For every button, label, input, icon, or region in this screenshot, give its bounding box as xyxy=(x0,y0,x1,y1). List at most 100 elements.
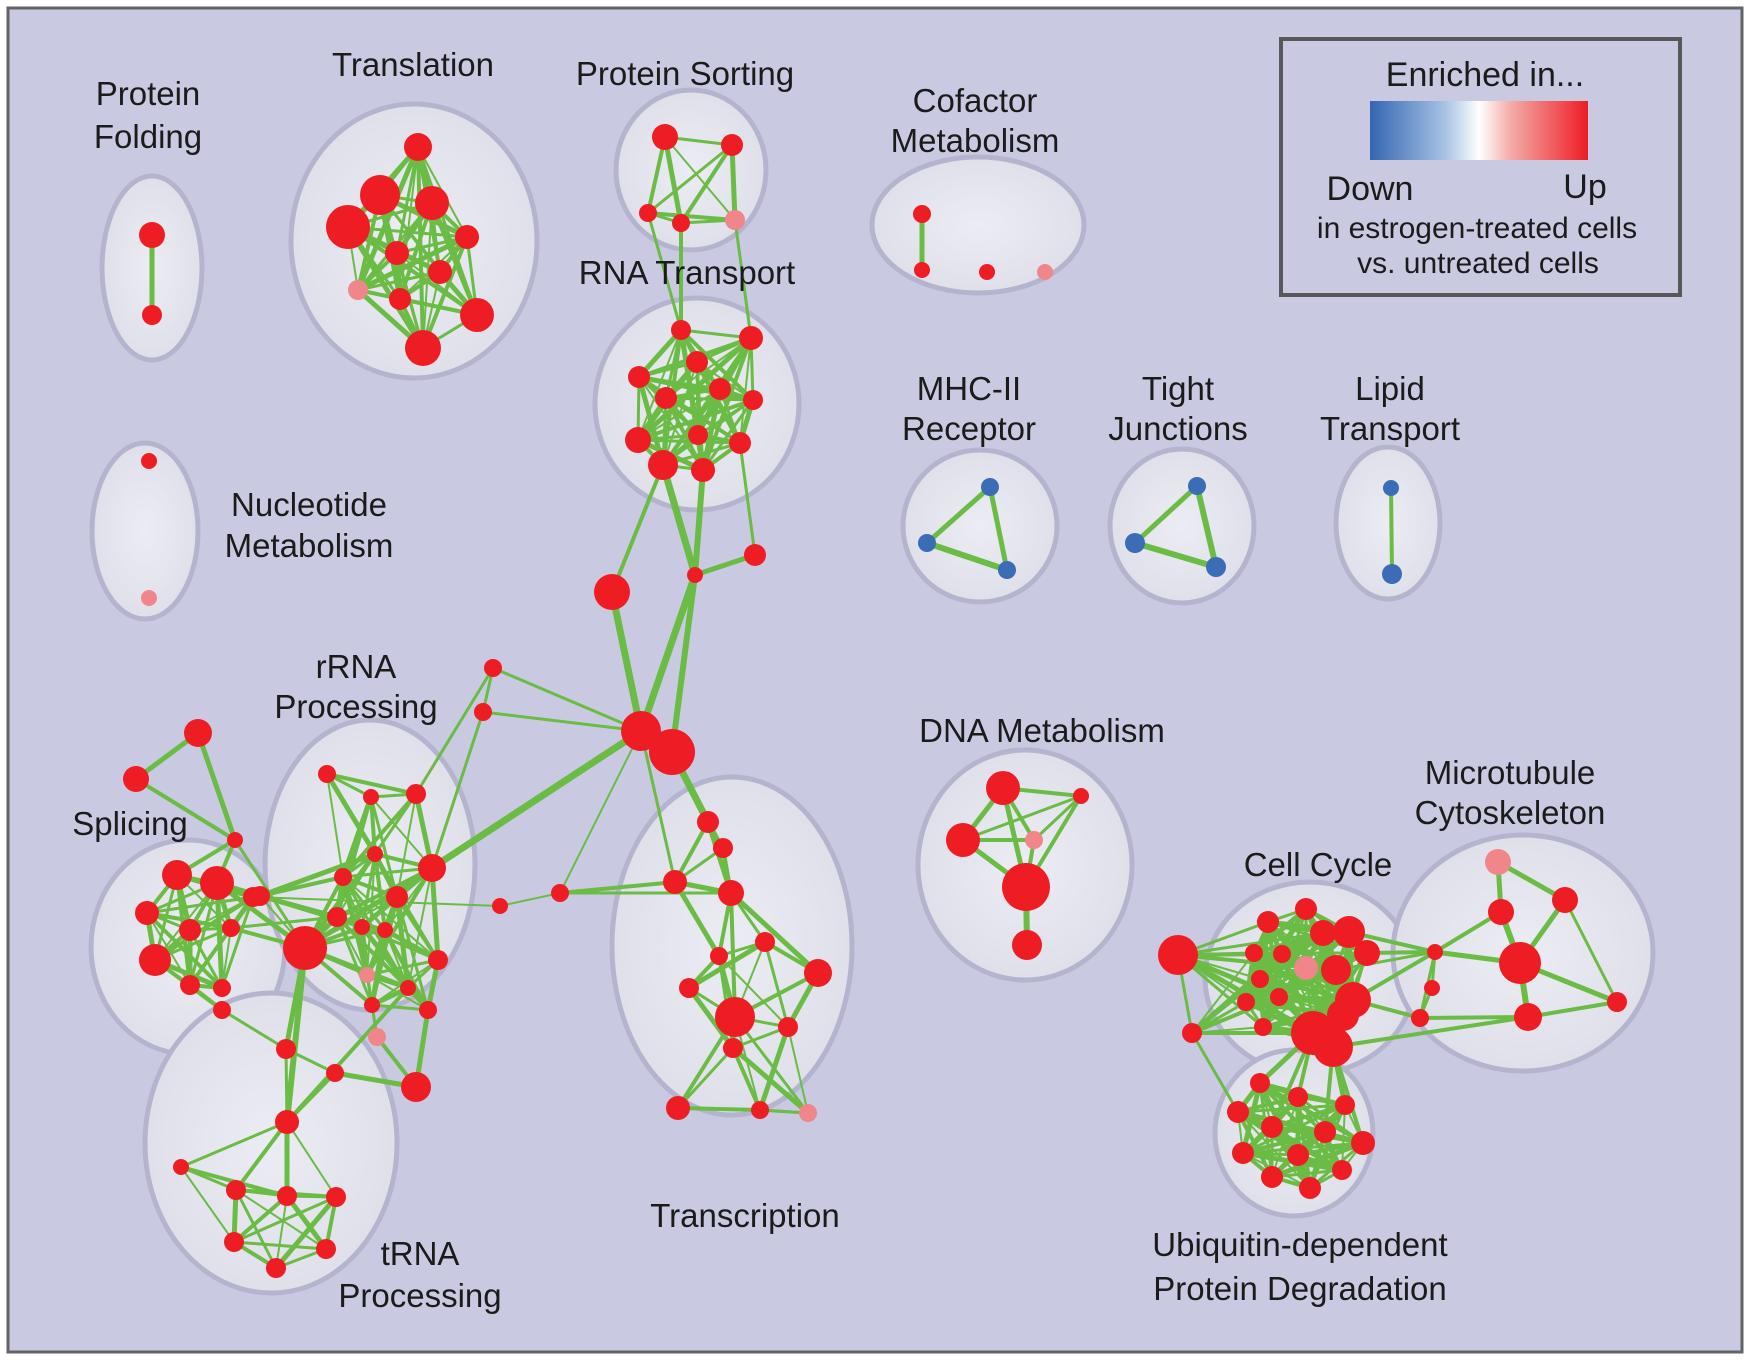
node-red-splicing xyxy=(179,919,201,941)
cluster-ellipses-layer xyxy=(88,87,1656,1296)
edge-transcription xyxy=(787,1026,809,1114)
edge-trna-processing xyxy=(234,1188,278,1270)
edge-rrna-processing xyxy=(325,772,418,796)
node-red-cell-cycle xyxy=(1254,1018,1272,1036)
node-red-ubiquitin-degradation xyxy=(1314,1121,1336,1143)
node-red-connectors xyxy=(227,832,243,848)
edge-rna-transport xyxy=(664,396,705,472)
edge-connectors xyxy=(491,666,643,733)
cluster-label-line: Translation xyxy=(332,46,494,83)
node-red-transcription xyxy=(723,1038,743,1058)
node-red-transcription xyxy=(778,1017,798,1037)
cluster-ellipse-lipid-transport xyxy=(1333,444,1443,602)
edge-transcription xyxy=(718,955,789,1028)
node-red-transcription xyxy=(713,838,733,858)
edge-cell-cycle xyxy=(1190,1000,1248,1035)
node-red-cell-cycle xyxy=(1327,999,1359,1031)
node-red-trna-processing xyxy=(224,1232,244,1252)
node-red-microtubule-cytoskeleton xyxy=(1499,942,1541,984)
node-red-splicing xyxy=(135,901,159,925)
edge-connectors xyxy=(195,730,238,843)
node-red-rrna-processing xyxy=(250,886,270,906)
edge-rna-transport xyxy=(739,337,752,444)
cluster-label-protein-folding: Protein Folding xyxy=(94,75,202,155)
node-red-rna-transport xyxy=(671,320,691,340)
edge-translation xyxy=(356,270,442,292)
node-red-rrna-processing xyxy=(334,868,352,886)
node-red-microtubule-cytoskeleton xyxy=(1488,899,1514,925)
node-red-ubiquitin-degradation xyxy=(1287,1144,1309,1166)
cluster-label-cofactor-metabolism: Cofactor Metabolism xyxy=(891,82,1060,159)
edge-trna-processing xyxy=(179,1120,289,1169)
node-red-rna-transport xyxy=(648,450,678,480)
edge-rrna-processing xyxy=(429,865,441,963)
legend-title: Enriched in... xyxy=(1386,56,1584,94)
node-red-connectors xyxy=(184,719,212,747)
cluster-label-line: Nucleotide xyxy=(231,486,387,523)
edge-splicing xyxy=(145,911,224,990)
node-red-trna-processing xyxy=(277,1186,297,1206)
edge-mhc-ii-receptor xyxy=(924,540,1010,573)
node-red-transcription xyxy=(804,959,832,987)
cluster-label-line: Splicing xyxy=(72,805,188,842)
node-blue-lipid-transport xyxy=(1382,564,1402,584)
edge-rna-transport xyxy=(636,438,742,445)
node-red-connectors xyxy=(492,898,508,914)
edge-bridge-connectors-transcription xyxy=(639,729,677,884)
edge-protein-sorting xyxy=(729,142,738,223)
edge-translation xyxy=(355,234,470,293)
node-red-cell-cycle xyxy=(1273,945,1291,963)
cluster-label-line: Cell Cycle xyxy=(1244,846,1393,883)
edge-rrna-processing xyxy=(335,915,374,1007)
edge-bridge-rna-transport-connectors xyxy=(610,463,665,594)
edge-translation xyxy=(429,200,480,318)
node-pink-transcription xyxy=(799,1104,817,1122)
node-red-cell-cycle xyxy=(1333,916,1365,948)
node-pink-microtubule-cytoskeleton xyxy=(1485,849,1511,875)
node-red-nucleotide-metabolism xyxy=(141,453,157,469)
node-red-trna-processing xyxy=(326,1064,344,1082)
node-red-protein-sorting xyxy=(639,204,657,222)
cluster-label-line: Junctions xyxy=(1108,410,1247,447)
edge-rrna-processing xyxy=(365,958,440,977)
edge-connectors xyxy=(608,588,645,735)
node-red-ubiquitin-degradation xyxy=(1261,1166,1283,1188)
edge-transcription xyxy=(730,1045,811,1116)
legend-box xyxy=(1279,37,1682,297)
node-red-microtubule-cytoskeleton xyxy=(1411,1009,1429,1027)
node-red-translation xyxy=(326,205,370,249)
node-red-translation xyxy=(385,241,409,265)
edge-splicing xyxy=(188,881,219,987)
edge-protein-sorting xyxy=(646,143,734,215)
node-red-transcription xyxy=(666,1096,690,1120)
node-red-rrna-processing xyxy=(327,907,347,927)
node-red-rrna-processing xyxy=(363,789,379,805)
node-red-rna-transport xyxy=(743,390,763,410)
node-red-translation xyxy=(460,298,494,332)
node-red-microtubule-cytoskeleton xyxy=(1607,992,1627,1012)
edge-tight-junctions xyxy=(1194,483,1219,570)
node-red-trna-processing xyxy=(226,1180,246,1200)
edge-rna-transport xyxy=(664,396,755,402)
node-red-transcription xyxy=(679,978,699,998)
cluster-label-microtubule-cytoskeleton: Microtubule Cytoskeleton xyxy=(1415,754,1606,831)
cluster-ellipse-cofactor-metabolism xyxy=(869,154,1087,296)
edge-rna-transport xyxy=(679,328,755,402)
node-red-connectors xyxy=(123,766,149,792)
edge-rrna-processing xyxy=(369,795,377,856)
node-red-rna-transport xyxy=(739,326,763,350)
edge-rrna-processing xyxy=(370,796,433,869)
edge-trna-processing xyxy=(232,1195,338,1244)
edge-transcription xyxy=(763,940,790,1029)
edge-trna-processing xyxy=(232,1240,328,1251)
edge-splicing xyxy=(188,928,224,990)
edge-protein-sorting xyxy=(646,211,737,222)
edge-dna-metabolism xyxy=(961,794,1083,842)
node-red-translation xyxy=(360,175,400,215)
edge-ubiquitin-degradation xyxy=(1241,1130,1327,1155)
node-pink-nucleotide-metabolism xyxy=(141,590,157,606)
edge-connectors xyxy=(669,572,698,755)
node-red-rna-transport xyxy=(686,351,708,373)
cluster-label-line: Protein Sorting xyxy=(576,55,794,92)
